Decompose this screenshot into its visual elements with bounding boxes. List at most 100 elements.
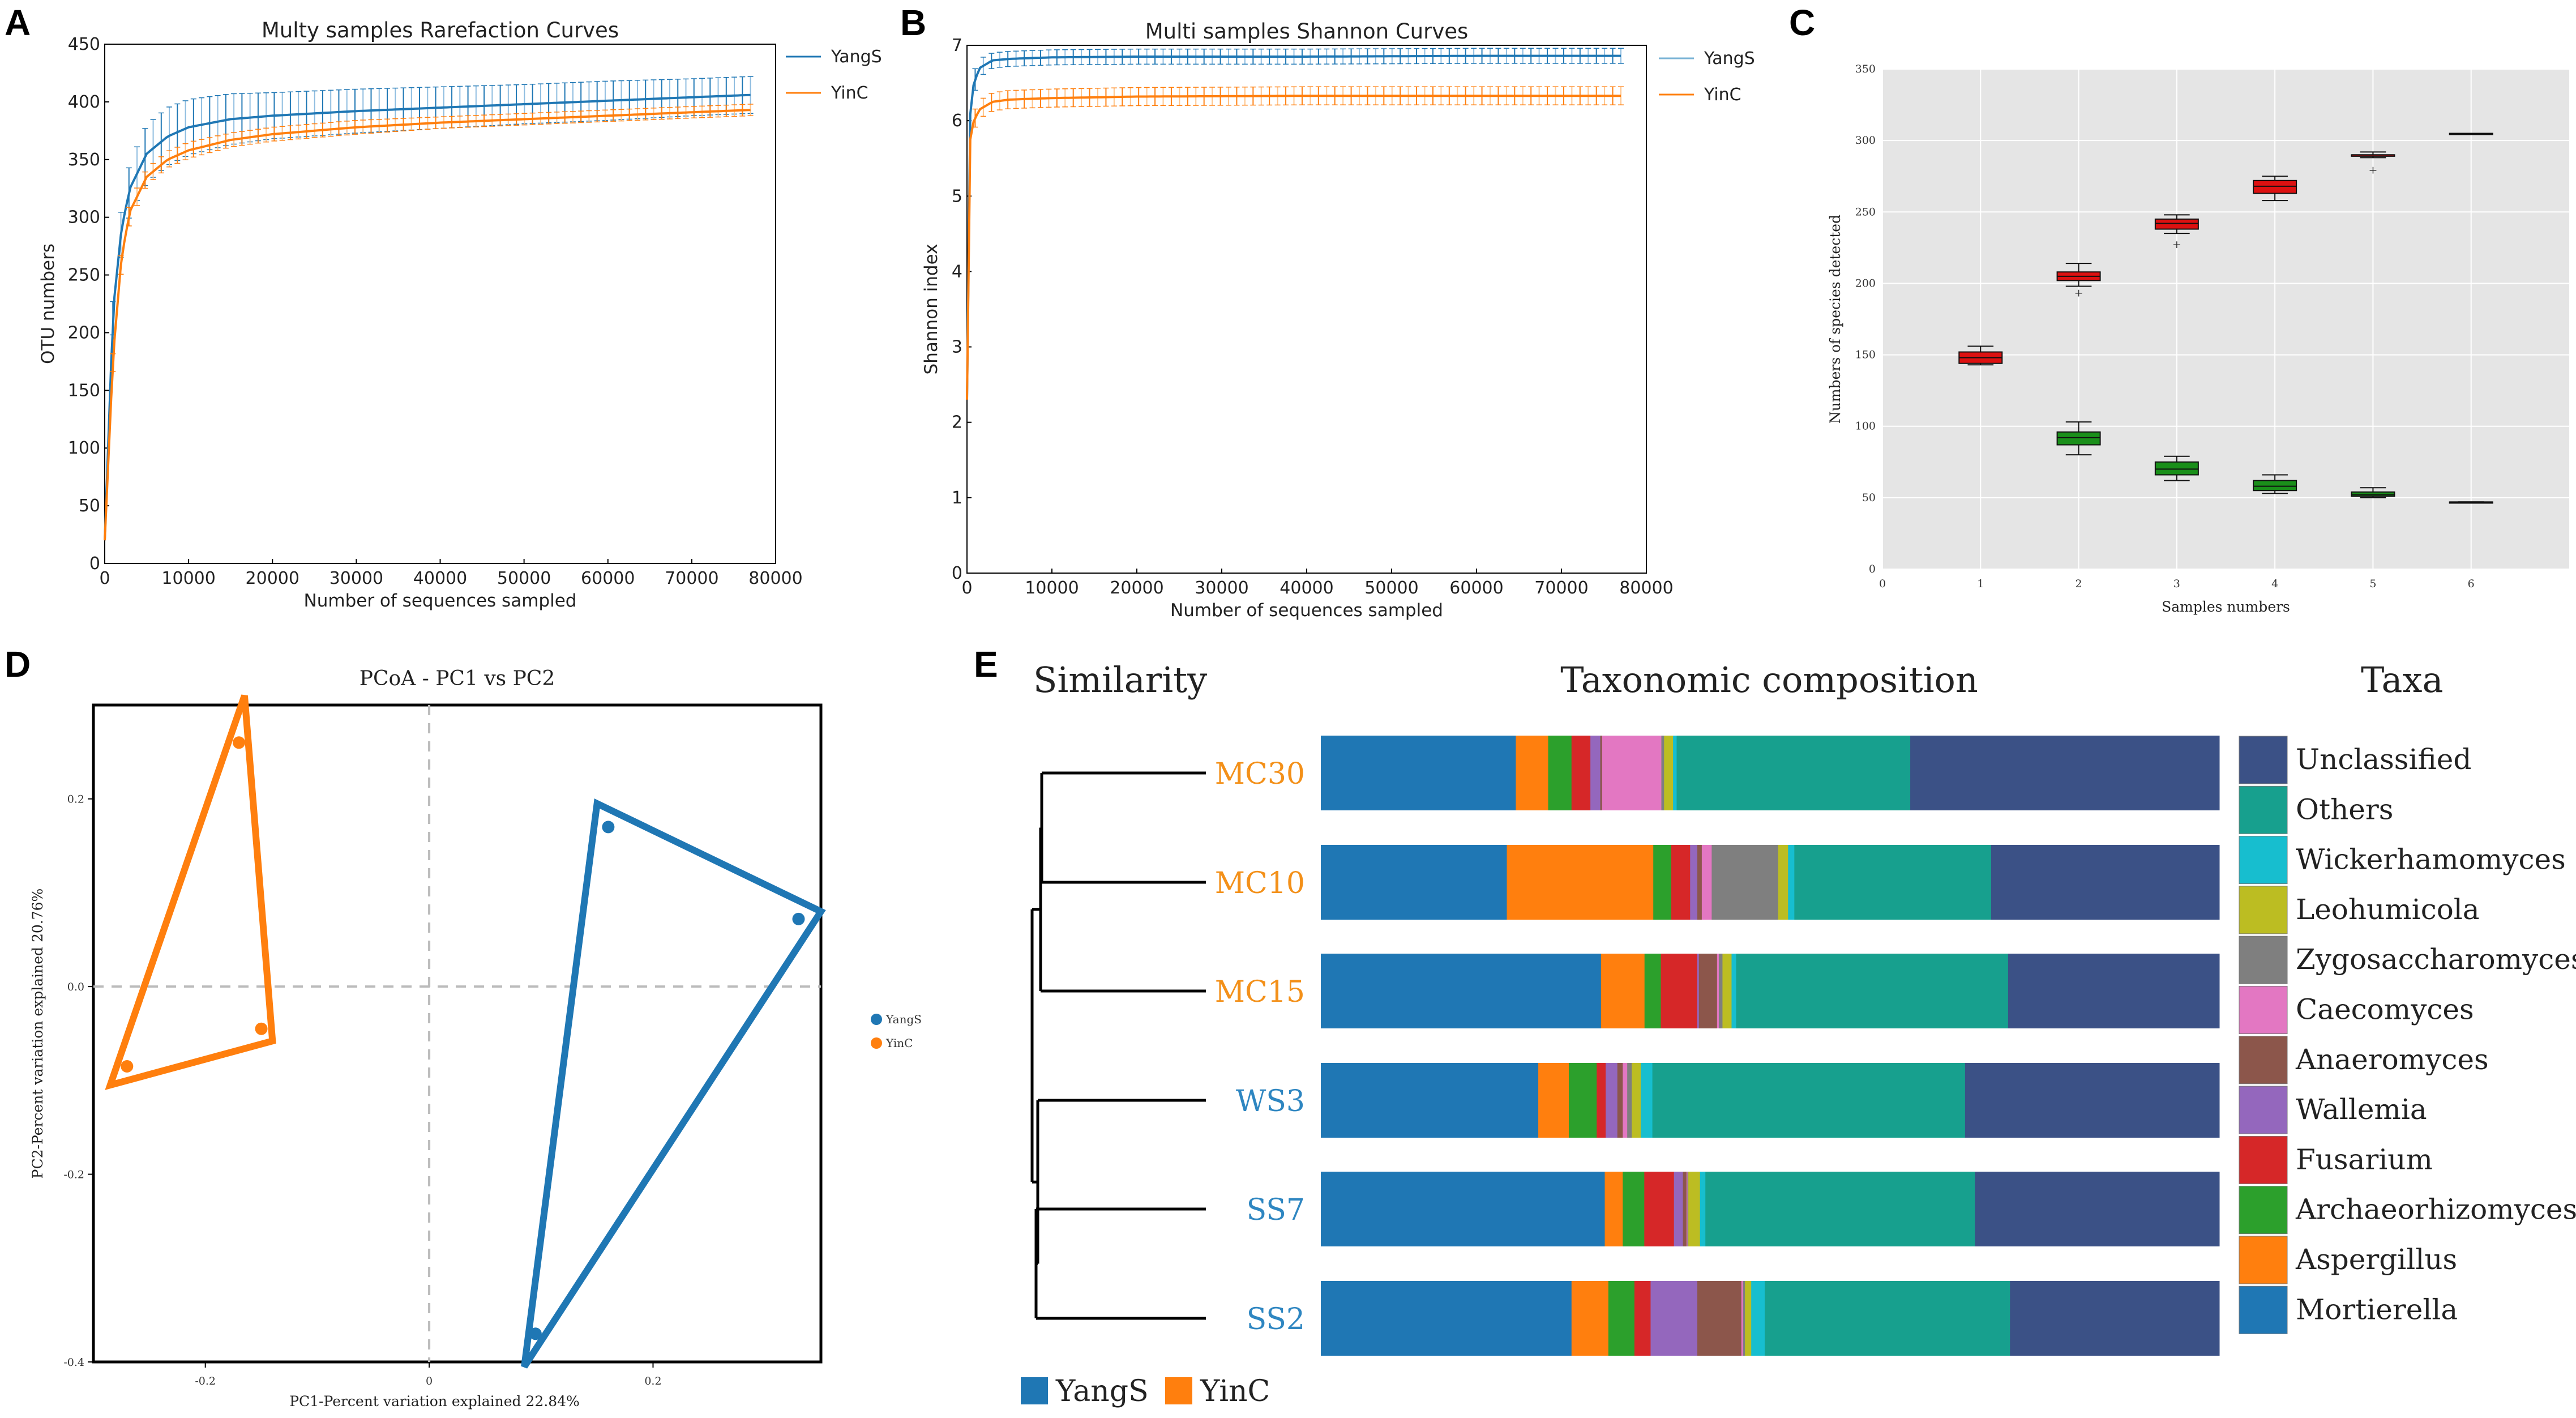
legend-swatch-fusarium — [2239, 1135, 2288, 1184]
y-tick-label: 350 — [1855, 63, 1876, 75]
bar-ws3-wickerhamomyces — [1640, 1063, 1653, 1138]
legend-dot-yinc — [871, 1037, 882, 1049]
legend-label-yangs: YangS — [885, 1013, 922, 1026]
taxa-heading: Taxa — [2361, 659, 2443, 701]
bar-mc30-caecomyces — [1602, 736, 1662, 810]
legend-label-others: Others — [2296, 793, 2393, 826]
bar-mc10-unclassified — [1991, 845, 2220, 920]
x-tick-label: 3 — [2173, 578, 2180, 590]
yinc-point — [233, 736, 245, 749]
bar-ss7-leohumicola — [1688, 1172, 1701, 1246]
bar-ss7-wallemia — [1674, 1172, 1684, 1246]
bar-ss2-wickerhamomyces — [1751, 1281, 1765, 1356]
x-axis-label: Samples numbers — [2162, 599, 2290, 615]
bar-ws3-mortierella — [1321, 1063, 1539, 1138]
y-tick-label: 450 — [68, 35, 100, 54]
bar-mc15-caecomyces — [1717, 954, 1719, 1028]
yinc-series-line — [966, 95, 1621, 400]
legend-label-unclassified: Unclassified — [2296, 743, 2471, 776]
bar-mc15-aspergillus — [1601, 954, 1645, 1028]
group-legend-label-yinc: YinC — [1200, 1374, 1270, 1408]
panel-letter-b: B — [900, 2, 926, 43]
y-tick-label: 100 — [68, 438, 100, 458]
panel-letter-d: D — [5, 644, 31, 685]
legend-label-anaeromyces: Anaeromyces — [2295, 1043, 2489, 1076]
yinc-point — [255, 1022, 268, 1035]
bar-mc10-others — [1794, 845, 1992, 920]
x-tick-label: 60000 — [581, 569, 635, 588]
y-tick-label: -0.4 — [63, 1356, 84, 1369]
x-tick-label: 4 — [2271, 578, 2278, 590]
y-tick-label: 0.2 — [67, 793, 84, 806]
bar-mc10-aspergillus — [1507, 845, 1654, 920]
legend-swatch-wallemia — [2239, 1086, 2288, 1134]
bar-mc15-zygosaccharomyces — [1719, 954, 1723, 1028]
y-tick-label: 0.0 — [67, 981, 84, 993]
bar-ss2-mortierella — [1321, 1281, 1572, 1356]
x-tick-label: 20000 — [1110, 578, 1163, 598]
legend-swatch-archaeorhizomyces — [2239, 1186, 2288, 1235]
sample-label-ss2: SS2 — [1247, 1302, 1305, 1336]
legend-swatch-leohumicola — [2239, 886, 2288, 934]
yangs-point — [529, 1327, 542, 1340]
bar-mc30-leohumicola — [1664, 736, 1674, 810]
y-tick-label: 6 — [952, 111, 962, 131]
bar-mc15-anaeromyces — [1698, 954, 1718, 1028]
bar-mc30-zygosaccharomyces — [1661, 736, 1664, 810]
bar-ss7-aspergillus — [1604, 1172, 1623, 1246]
y-axis-label: OTU numbers — [38, 244, 58, 364]
bar-mc15-wallemia — [1697, 954, 1700, 1028]
x-tick-label: 10000 — [1025, 578, 1079, 598]
legend-label-wickerhamomyces: Wickerhamomyces — [2296, 843, 2566, 876]
legend-label-yangs: YangS — [831, 47, 882, 67]
bar-mc10-anaeromyces — [1697, 845, 1702, 920]
pan-box-3-outlier: + — [2172, 238, 2181, 251]
bar-mc15-leohumicola — [1722, 954, 1732, 1028]
x-tick-label: 40000 — [1280, 578, 1333, 598]
x-tick-label: 80000 — [748, 569, 802, 588]
bar-ss7-wickerhamomyces — [1700, 1172, 1706, 1246]
y-tick-label: 150 — [68, 381, 100, 400]
y-axis-label: Shannon index — [921, 244, 942, 375]
chart-title: Multi samples Shannon Curves — [1145, 19, 1469, 44]
bar-ss7-fusarium — [1644, 1172, 1675, 1246]
yangs-point — [792, 912, 805, 925]
bar-mc10-fusarium — [1671, 845, 1691, 920]
legend-swatch-wickerhamomyces — [2239, 836, 2288, 885]
composition-heading: Taxonomic composition — [1560, 659, 1978, 701]
pan-box-4 — [2253, 180, 2297, 194]
bar-mc30-wickerhamomyces — [1673, 736, 1677, 810]
sample-label-ss7: SS7 — [1247, 1193, 1305, 1227]
bar-ss2-aspergillus — [1571, 1281, 1609, 1356]
legend-label-aspergillus: Aspergillus — [2295, 1243, 2457, 1276]
x-tick-label: 70000 — [1534, 578, 1588, 598]
bar-ss2-anaeromyces — [1697, 1281, 1742, 1356]
bar-mc30-wallemia — [1590, 736, 1601, 810]
group-legend-swatch-yinc — [1165, 1377, 1192, 1404]
bar-mc30-unclassified — [1910, 736, 2220, 810]
bar-ws3-wallemia — [1606, 1063, 1618, 1138]
legend-label-fusarium: Fusarium — [2296, 1143, 2433, 1176]
bar-mc10-mortierella — [1321, 845, 1508, 920]
legend-label-yangs: YangS — [1704, 49, 1755, 69]
bar-ws3-unclassified — [1965, 1063, 2220, 1138]
x-tick-label: -0.2 — [195, 1375, 216, 1387]
sample-label-mc30: MC30 — [1215, 757, 1305, 791]
plot-frame — [104, 44, 776, 564]
core-box-4 — [2253, 480, 2297, 492]
bar-ws3-caecomyces — [1623, 1063, 1628, 1138]
bar-ws3-others — [1652, 1063, 1966, 1138]
bar-ss7-anaeromyces — [1683, 1172, 1687, 1246]
x-axis-label: Number of sequences sampled — [1170, 600, 1443, 621]
core-box-2 — [2056, 431, 2101, 446]
y-tick-label: 300 — [1855, 134, 1876, 147]
legend-label-yinc: YinC — [885, 1036, 913, 1050]
yangs-series-line — [966, 54, 1621, 400]
yinc-hull — [105, 694, 276, 1090]
x-tick-label: 0 — [426, 1375, 433, 1387]
bar-mc15-fusarium — [1661, 954, 1698, 1028]
x-tick-label: 5 — [2369, 578, 2376, 590]
similarity-heading: Similarity — [1033, 659, 1207, 701]
bar-ws3-anaeromyces — [1617, 1063, 1623, 1138]
legend-label-wallemia: Wallemia — [2296, 1093, 2427, 1126]
